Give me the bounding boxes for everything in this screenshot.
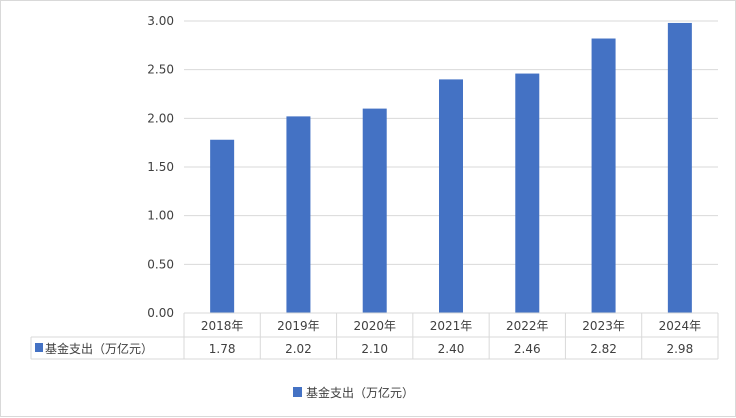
bar [210,139,235,313]
data-table-value: 2.82 [590,342,617,356]
y-tick-label: 2.00 [147,111,174,125]
y-tick-label: 0.50 [147,257,174,271]
bar [591,38,616,314]
bar [515,73,540,313]
x-category-label: 2020年 [353,319,396,333]
x-category-label: 2019年 [277,319,320,333]
bar [667,22,692,314]
data-table-series-label: 基金支出（万亿元） [45,341,153,356]
y-tick-label: 1.00 [147,209,174,223]
x-category-label: 2018年 [201,319,244,333]
data-table-value: 2.98 [666,342,693,356]
y-tick-label: 1.50 [147,160,174,174]
legend-label: 基金支出（万亿元） [306,385,414,400]
data-table-value: 2.10 [361,342,388,356]
data-table-value: 2.46 [514,342,541,356]
bar [439,79,463,314]
data-table-value: 2.02 [285,342,312,356]
x-category-label: 2022年 [506,319,549,333]
legend-swatch [293,387,302,397]
data-table-value: 2.40 [438,342,465,356]
x-category-label: 2023年 [582,319,625,333]
y-tick-label: 3.00 [147,14,174,28]
bar [362,108,387,313]
bar [286,116,311,314]
y-tick-label: 0.00 [147,306,174,320]
legend-key [35,343,43,352]
y-tick-label: 2.50 [147,63,174,77]
data-table-value: 1.78 [209,342,236,356]
x-category-label: 2024年 [659,319,702,333]
x-category-label: 2021年 [430,319,473,333]
